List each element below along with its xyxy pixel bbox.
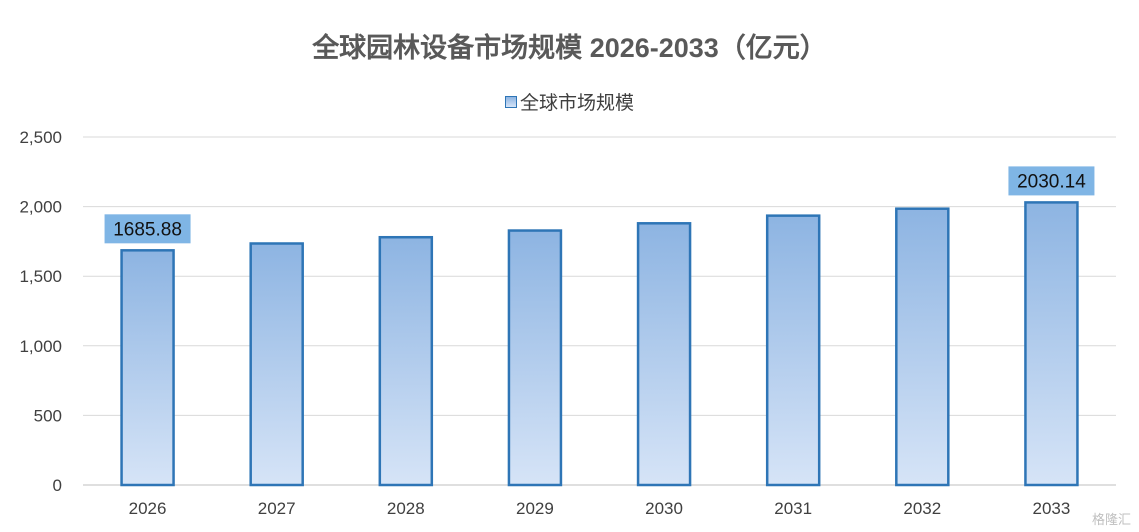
- bar: [636, 222, 692, 487]
- bar: [378, 235, 434, 487]
- data-label: 1685.88: [113, 219, 182, 240]
- x-tick-label: 2027: [258, 499, 296, 518]
- y-tick-label: 2,500: [19, 128, 62, 147]
- x-tick-label: 2030: [645, 499, 683, 518]
- bar: [507, 229, 563, 487]
- x-tick-label: 2033: [1033, 499, 1071, 518]
- data-label: 2030.14: [1017, 171, 1086, 192]
- watermark: 格隆汇: [1091, 512, 1131, 527]
- x-tick-label: 2026: [129, 499, 167, 518]
- bar: [765, 214, 821, 487]
- legend-swatch: [504, 95, 517, 108]
- legend: 全球市场规模: [0, 88, 1139, 115]
- bar: [895, 207, 950, 487]
- x-tick-label: 2031: [774, 499, 812, 518]
- y-tick-label: 0: [53, 476, 62, 495]
- x-tick-label: 2029: [516, 499, 554, 518]
- y-tick-label: 1,500: [19, 267, 62, 286]
- x-tick-label: 2032: [903, 499, 941, 518]
- bar: [249, 242, 304, 487]
- data-label-box: [1008, 166, 1095, 196]
- legend-label: 全球市场规模: [519, 93, 634, 114]
- x-tick-label: 2028: [387, 499, 425, 518]
- bar: [120, 249, 175, 487]
- bar: [1024, 201, 1079, 487]
- chart-title: 全球园林设备市场规模 2026-2033（亿元）: [312, 33, 827, 63]
- y-tick-label: 1,000: [19, 337, 62, 356]
- data-label-box: [104, 214, 191, 244]
- y-tick-label: 500: [34, 406, 62, 425]
- y-tick-label: 2,000: [19, 198, 62, 217]
